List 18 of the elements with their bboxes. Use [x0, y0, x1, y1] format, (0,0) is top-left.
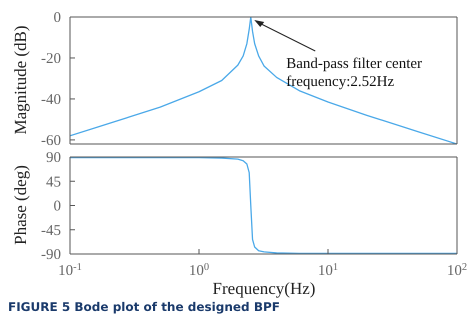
x-tick-label: 10$^{2}$ — [446, 262, 468, 279]
y-tick-label: -40 — [41, 92, 61, 108]
y-tick-label: 90 — [46, 150, 61, 166]
y-tick-label: -20 — [41, 50, 61, 67]
x-tick-label: 10$^{0}$ — [188, 262, 210, 279]
y-tick-label: -60 — [41, 132, 61, 149]
y-axis-title: Magnitude (dB) — [11, 25, 30, 135]
y-axis-title: Phase (deg) — [11, 165, 30, 245]
y-tick-label: 45 — [46, 174, 61, 190]
x-axis-title: Frequency(Hz) — [212, 279, 316, 298]
x-tick-label: 10$^{1}$ — [318, 262, 338, 279]
y-tick-label: -45 — [41, 222, 61, 239]
y-tick-label: 0 — [54, 10, 61, 26]
caption: FIGURE 5 Bode plot of the designed BPF — [8, 300, 281, 314]
annotation: Band-pass filter center frequency:2.52Hz — [286, 56, 422, 90]
y-tick-label: -90 — [41, 247, 61, 263]
y-tick-label: 0 — [54, 198, 61, 214]
x-tick-label: 10$^{-1}$ — [58, 262, 82, 279]
